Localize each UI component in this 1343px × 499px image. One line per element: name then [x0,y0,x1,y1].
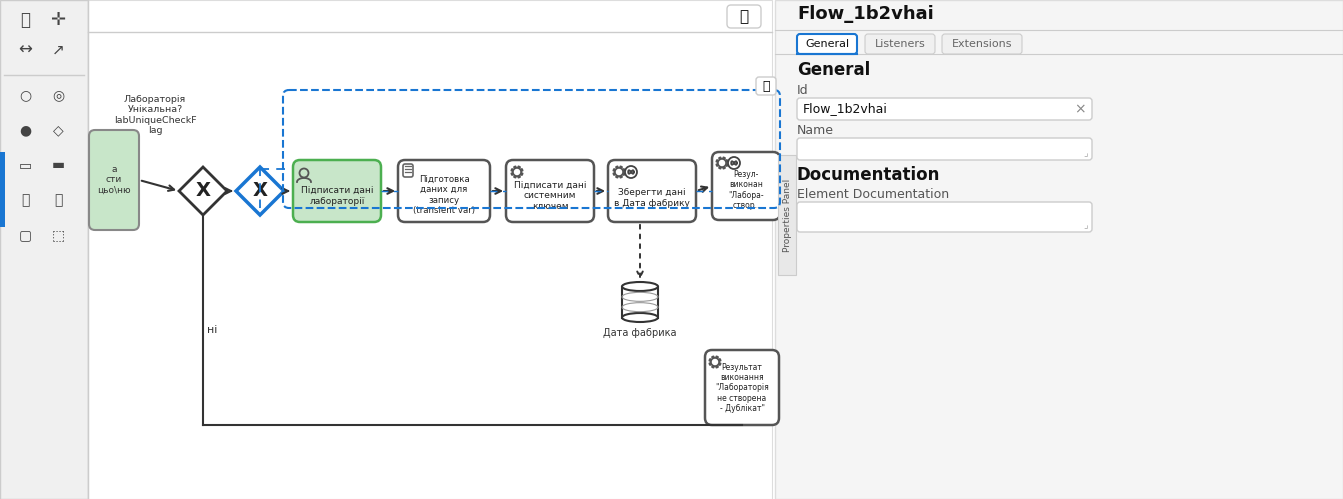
Text: ⌟: ⌟ [1084,148,1088,158]
Text: Підписати дані
лабораторії: Підписати дані лабораторії [301,186,373,206]
Ellipse shape [622,313,658,322]
Text: Element Documentation: Element Documentation [796,188,950,201]
Text: а
сти
цьо\ню: а сти цьо\ню [97,165,130,195]
Text: Резул-
виконан
"Лабора-
створ..: Резул- виконан "Лабора- створ.. [728,170,764,210]
Text: Зберегти дані
в Дата фабрику: Зберегти дані в Дата фабрику [614,188,690,208]
Text: Дата фабрика: Дата фабрика [603,328,677,338]
Text: Flow_1b2vhai: Flow_1b2vhai [796,5,933,23]
Text: 🗑: 🗑 [763,79,770,92]
Text: ↗: ↗ [51,42,64,57]
Text: Documentation: Documentation [796,166,940,184]
Text: Результат
виконання
"Лабораторія
не створена
- Дублікат": Результат виконання "Лабораторія не ство… [714,363,770,413]
Text: ↔: ↔ [17,41,32,59]
FancyBboxPatch shape [293,160,381,222]
FancyBboxPatch shape [712,152,780,220]
Text: ✛: ✛ [51,11,66,29]
FancyBboxPatch shape [403,164,414,177]
Text: X: X [196,182,211,201]
FancyBboxPatch shape [0,0,89,499]
Polygon shape [709,356,721,368]
FancyBboxPatch shape [775,0,1343,499]
Text: ▢: ▢ [19,228,32,242]
Text: 🗺: 🗺 [740,9,748,24]
Polygon shape [236,167,283,215]
Text: ні: ні [207,325,218,335]
FancyBboxPatch shape [796,98,1092,120]
FancyBboxPatch shape [941,34,1022,54]
Circle shape [728,157,740,169]
FancyBboxPatch shape [608,160,696,222]
FancyBboxPatch shape [705,350,779,425]
Text: ⬚: ⬚ [51,228,64,242]
FancyBboxPatch shape [778,155,796,275]
Text: Name: Name [796,123,834,137]
FancyBboxPatch shape [506,160,594,222]
Text: Properties Panel: Properties Panel [783,178,791,251]
FancyBboxPatch shape [89,0,772,499]
FancyBboxPatch shape [398,160,490,222]
Text: 🗋: 🗋 [20,193,30,207]
Text: Підписати дані
системним
ключем: Підписати дані системним ключем [514,181,587,211]
Circle shape [720,161,724,166]
FancyBboxPatch shape [796,34,857,54]
Circle shape [514,170,520,175]
Text: ◎: ◎ [52,88,64,102]
Text: ●: ● [19,123,31,137]
Circle shape [713,359,717,365]
Polygon shape [716,157,728,169]
Text: Flow_1b2vhai: Flow_1b2vhai [803,102,888,115]
Text: General: General [804,39,849,49]
Text: ⌟: ⌟ [1084,220,1088,230]
Text: Listeners: Listeners [874,39,925,49]
Circle shape [616,170,622,175]
Text: Лабораторія
Унікальна?
labUniqueCheckF
lag: Лабораторія Унікальна? labUniqueCheckF l… [114,95,196,135]
Text: ○: ○ [19,88,31,102]
FancyBboxPatch shape [0,152,5,227]
Text: ▬: ▬ [51,158,64,172]
Polygon shape [614,166,624,178]
FancyBboxPatch shape [756,77,776,95]
Text: ▭: ▭ [19,158,32,172]
Text: Підготовка
даних для
запису
(transient var): Підготовка даних для запису (transient v… [414,175,475,215]
Text: ◇: ◇ [52,123,63,137]
Text: Id: Id [796,83,808,96]
Text: 🗄: 🗄 [54,193,62,207]
FancyBboxPatch shape [796,138,1092,160]
Text: ×: × [1074,102,1086,116]
Text: X: X [252,182,267,201]
Polygon shape [179,167,227,215]
FancyBboxPatch shape [865,34,935,54]
Ellipse shape [622,282,658,291]
FancyBboxPatch shape [796,202,1092,232]
Text: Extensions: Extensions [952,39,1013,49]
Circle shape [624,166,637,178]
Polygon shape [512,166,522,178]
FancyBboxPatch shape [89,130,138,230]
FancyBboxPatch shape [622,286,658,317]
Text: ✋: ✋ [20,11,30,29]
FancyBboxPatch shape [727,5,761,28]
Text: General: General [796,61,870,79]
